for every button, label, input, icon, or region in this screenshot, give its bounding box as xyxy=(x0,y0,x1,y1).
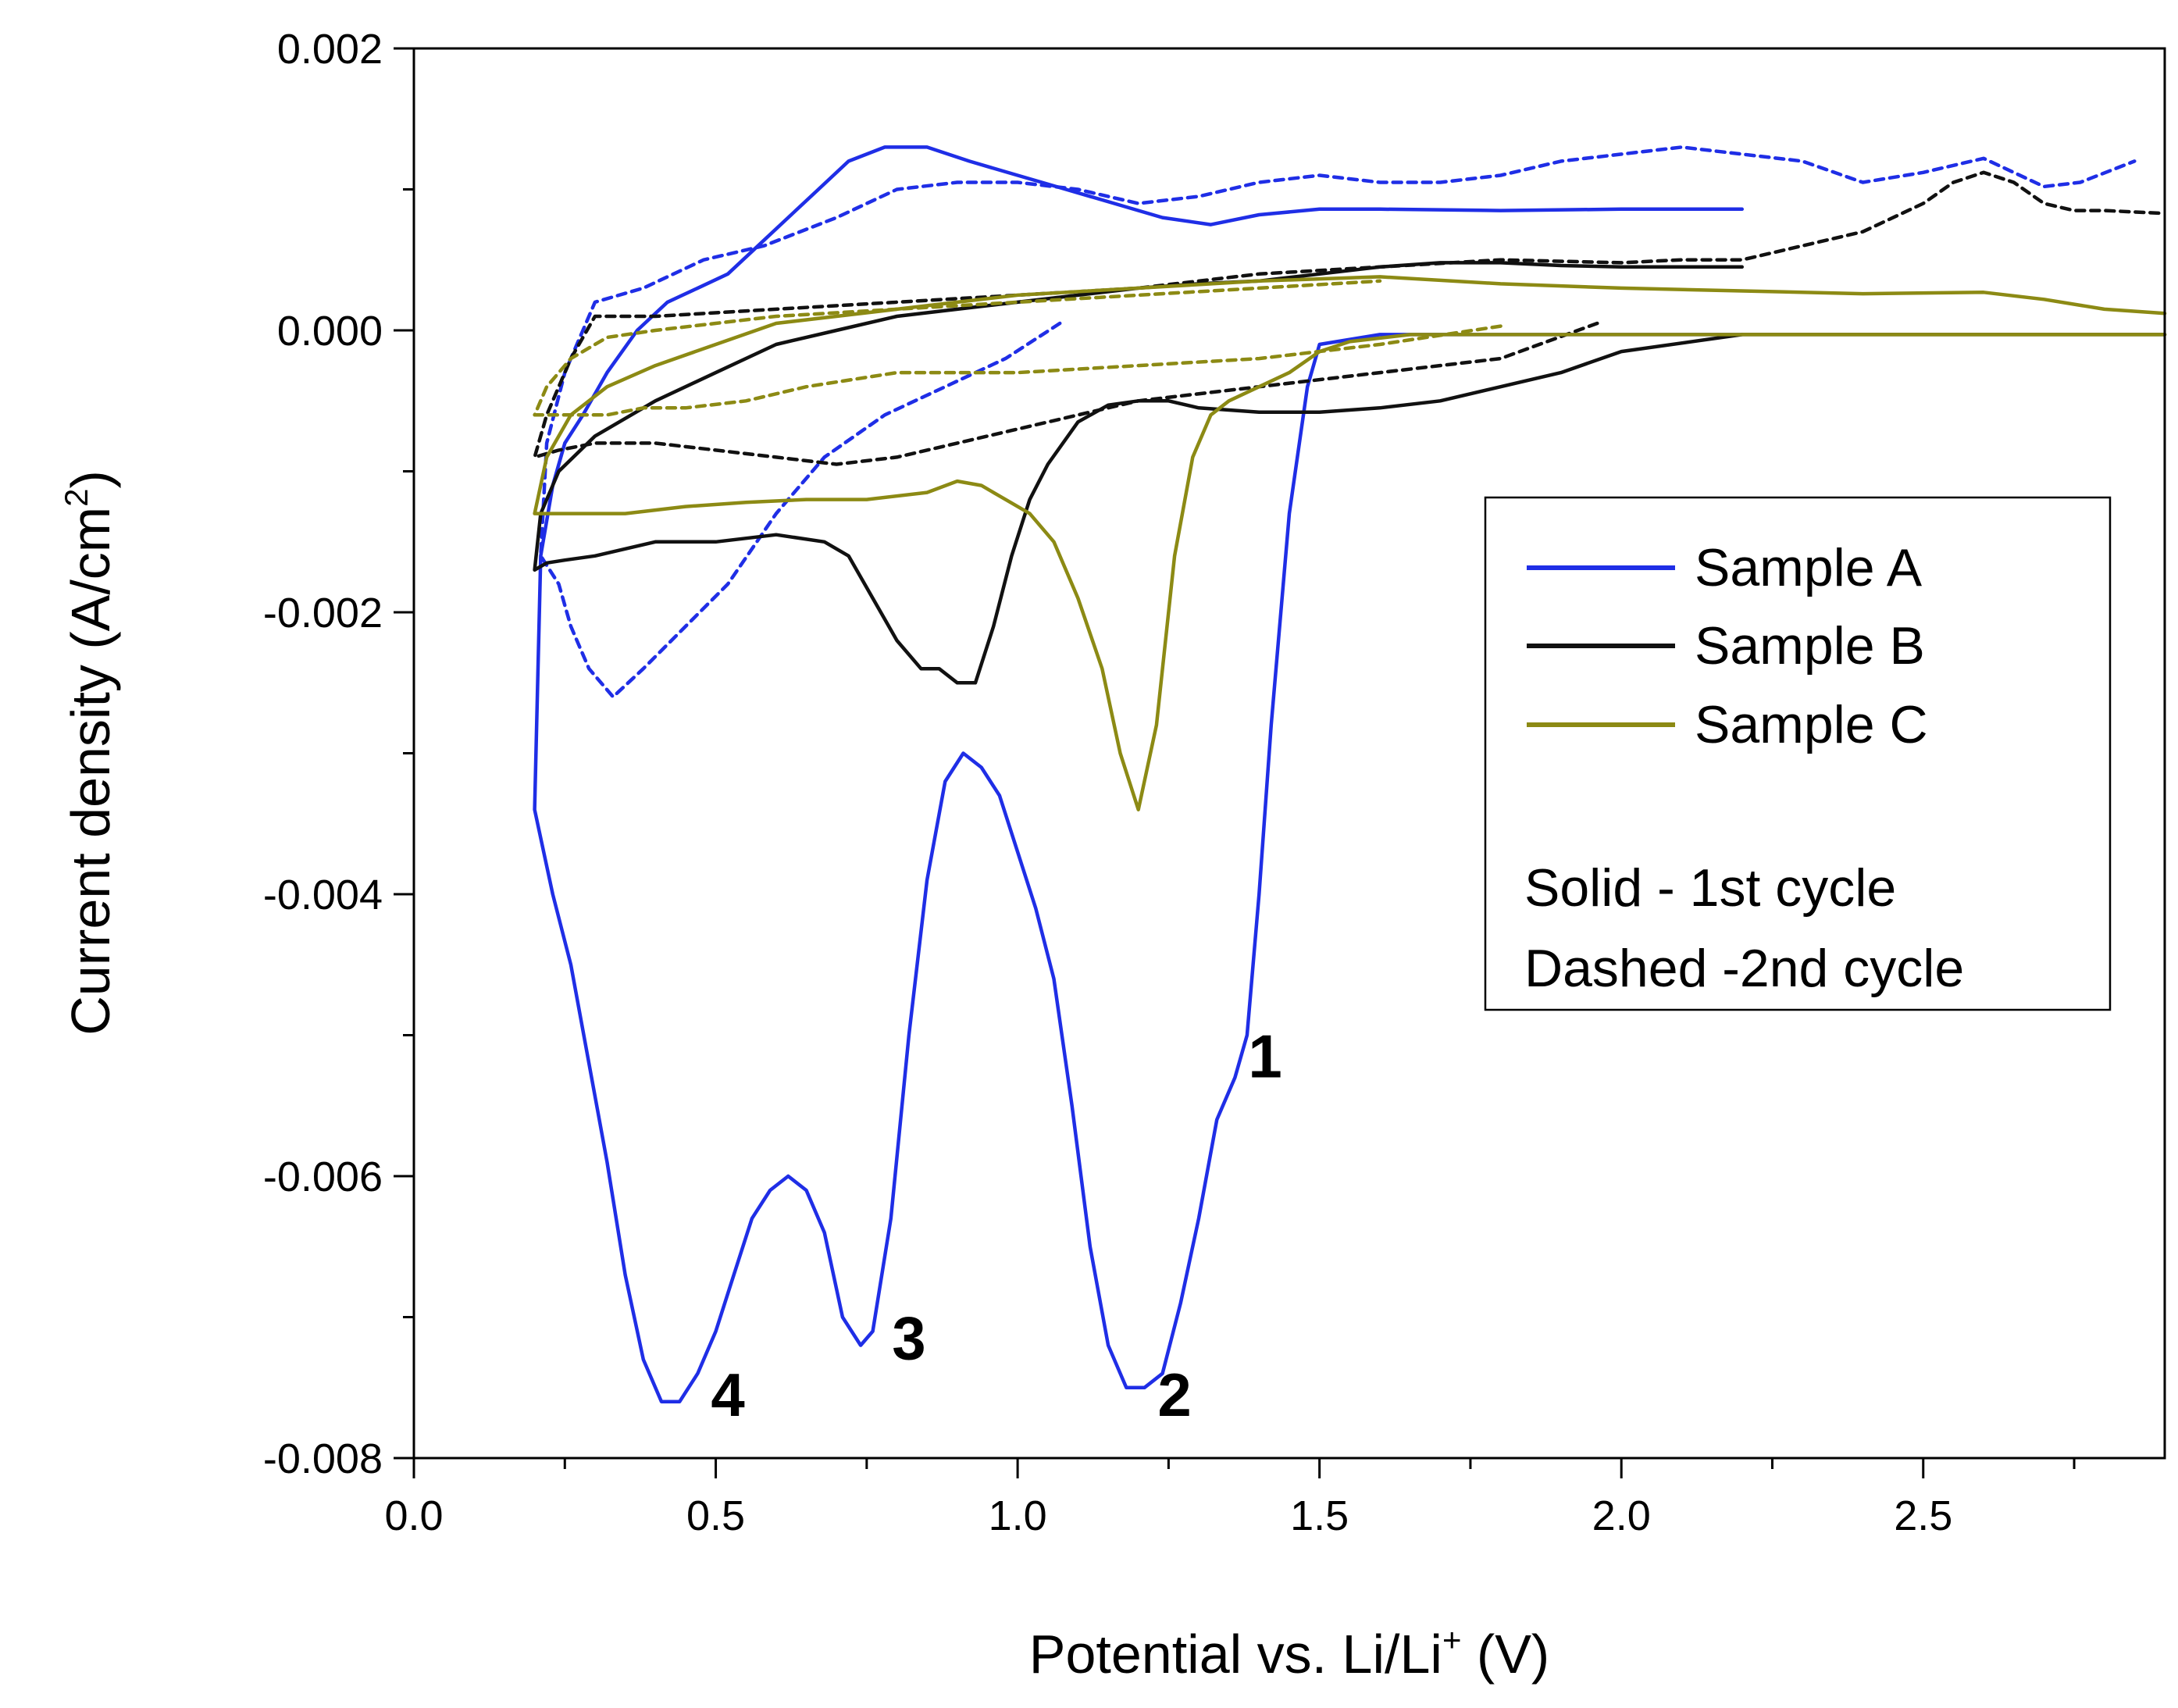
peak-label-1: 1 xyxy=(1248,1022,1281,1091)
sample-c-cycle-1-line xyxy=(533,275,2167,811)
peak-label-4: 4 xyxy=(711,1360,744,1429)
legend-note-solid: Solid - 1st cycle xyxy=(1524,858,1896,918)
legend-box xyxy=(1484,496,2112,1011)
y-tick-label: 0.002 xyxy=(277,26,383,73)
x-axis-title: Potential vs. Li/Li+ (V) xyxy=(1029,1621,1549,1685)
y-tick-label: 0.000 xyxy=(277,308,383,355)
x-tick-label: 1.5 xyxy=(1290,1492,1349,1539)
peak-label-3: 3 xyxy=(892,1304,925,1373)
legend-label-sample-a: Sample A xyxy=(1695,538,1923,597)
sample-a-cycle-2-line xyxy=(539,145,2137,699)
x-tick-label: 0.0 xyxy=(384,1492,443,1539)
y-tick-label: -0.006 xyxy=(263,1154,383,1200)
legend-label-sample-c: Sample C xyxy=(1695,695,1928,754)
sample-c-cycle-2-line xyxy=(533,279,1502,417)
y-axis-title: Current density (A/cm2) xyxy=(58,470,121,1036)
legend-note-dashed: Dashed -2nd cycle xyxy=(1524,939,1964,998)
x-tick-label: 2.5 xyxy=(1894,1492,1952,1539)
legend-label-sample-b: Sample B xyxy=(1695,616,1925,676)
y-tick-label: -0.008 xyxy=(263,1435,383,1482)
x-tick-label: 2.0 xyxy=(1592,1492,1651,1539)
series-layer xyxy=(533,145,2167,1404)
x-tick-label: 1.0 xyxy=(989,1492,1047,1539)
x-tick-label: 0.5 xyxy=(686,1492,745,1539)
sample-a-cycle-1-line xyxy=(533,145,1745,1404)
peak-label-2: 2 xyxy=(1157,1360,1191,1429)
y-tick-label: -0.002 xyxy=(263,590,383,636)
sample-b-cycle-2-line xyxy=(533,170,2167,466)
annotation-layer: 1 2 3 4 xyxy=(711,1022,1281,1429)
y-tick-label: -0.004 xyxy=(263,872,383,918)
tick-layer: 0.0 0.5 1.0 1.5 2.0 2.5 0.002 0.000 -0.002 -0.004… xyxy=(263,26,2076,1539)
legend: Sample A Sample B Sample C Solid - 1st c… xyxy=(1484,496,2112,1011)
